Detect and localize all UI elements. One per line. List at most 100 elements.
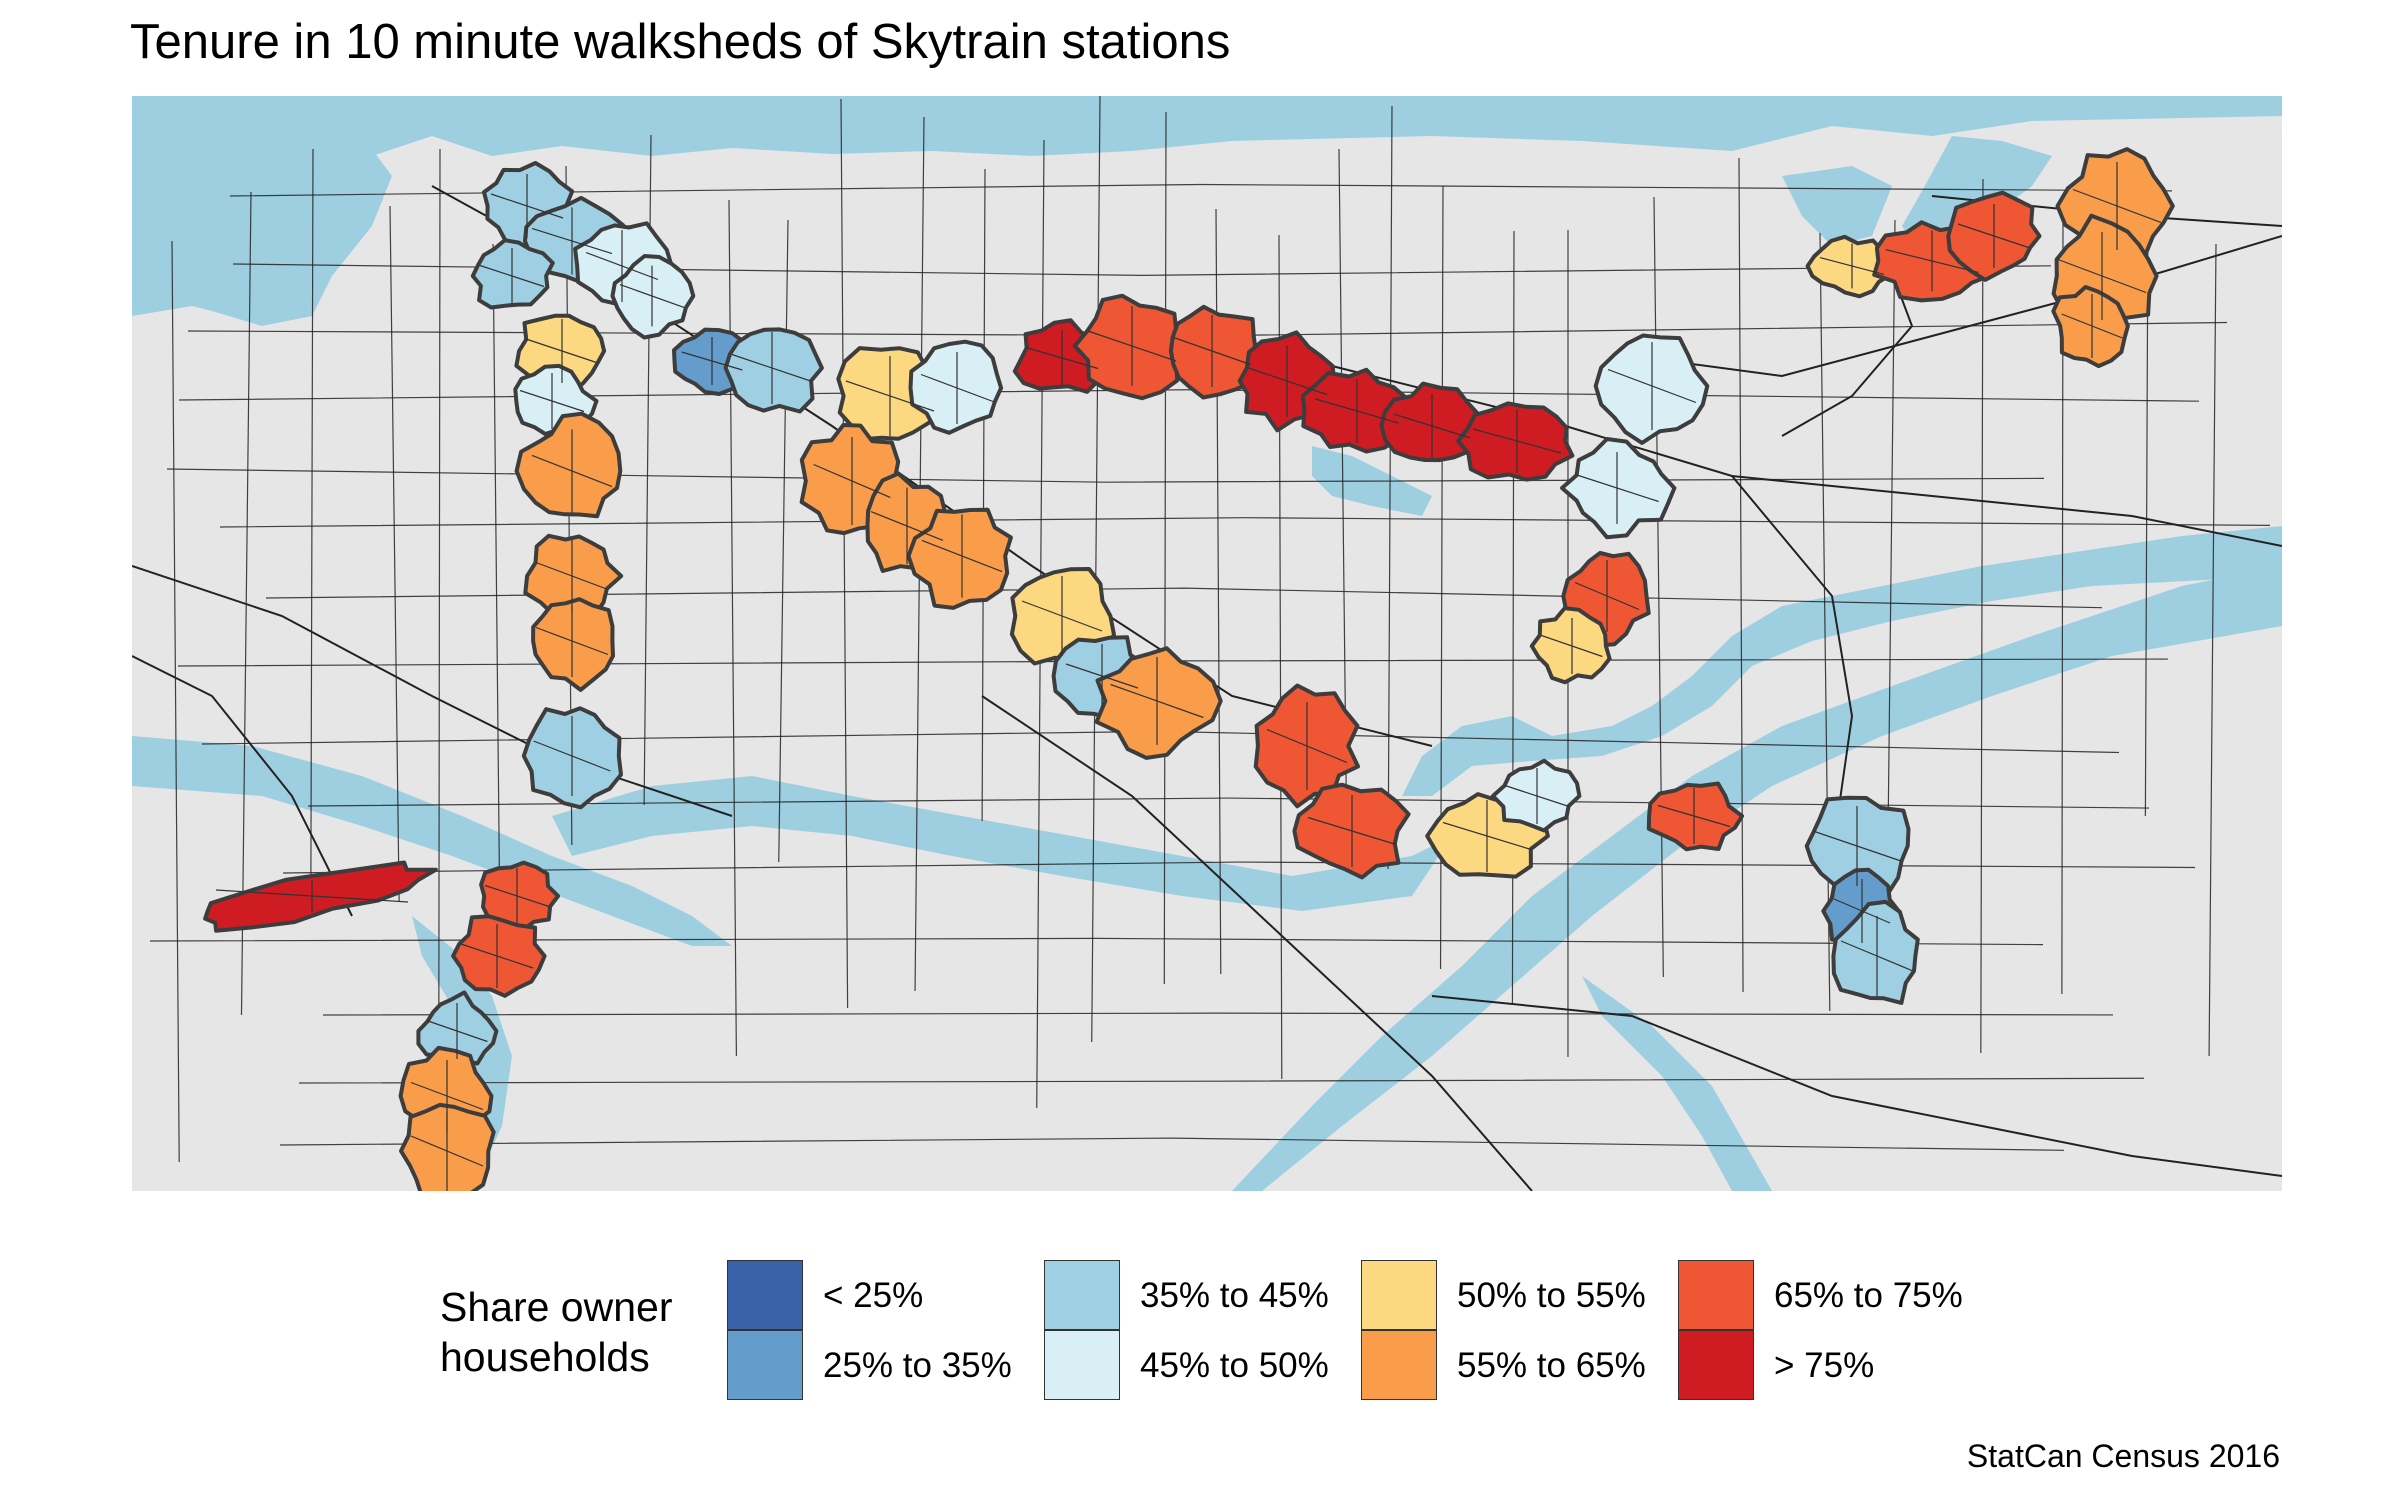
walkshed-street-47	[1819, 243, 1885, 289]
road	[728, 199, 737, 1057]
walkshed-street-6	[525, 319, 599, 383]
road	[322, 1012, 2114, 1016]
legend-key-25-35	[727, 1330, 803, 1400]
legend-label-45-50: 45% to 50%	[1140, 1346, 1329, 1385]
walkshed-street-14	[460, 924, 534, 988]
legend-label-gt75: > 75%	[1774, 1346, 1875, 1385]
walkshed-street-44	[1812, 806, 1902, 886]
walkshed-street-32	[870, 487, 944, 565]
water-body-2	[132, 96, 392, 326]
walkshed-street-22	[1025, 330, 1099, 386]
walkshed-street-1	[490, 174, 564, 238]
legend-label-25-35: 25% to 35%	[823, 1346, 1012, 1385]
walkshed-street-30	[1607, 342, 1697, 430]
map-panel[interactable]	[132, 96, 2282, 1191]
road	[1653, 196, 1664, 978]
legend-key-50-55	[1361, 1260, 1437, 1330]
walkshed-street-42	[1541, 618, 1603, 674]
road	[2208, 243, 2217, 1057]
legend-label-55-65: 55% to 65%	[1457, 1346, 1646, 1385]
water-layer	[132, 96, 2282, 1191]
road	[171, 240, 180, 1163]
walkshed-street-38	[1307, 795, 1397, 867]
walkshed-street-27	[1393, 394, 1471, 458]
walkshed-street-17	[410, 1111, 484, 1191]
walkshed-street-13	[215, 880, 409, 912]
walkshed-street-31	[813, 437, 891, 525]
legend-title-line-2: households	[440, 1334, 650, 1380]
road	[279, 1137, 2065, 1151]
walkshed-street-15	[426, 1003, 488, 1059]
legend-label-50-55: 50% to 55%	[1457, 1276, 1646, 1315]
road	[438, 148, 441, 1028]
walkshed-street-34	[1021, 576, 1103, 656]
station-walkshed-24	[1168, 304, 1258, 400]
walkshed-street-52	[2061, 294, 2123, 358]
road	[1738, 157, 1744, 993]
walkshed-street-19	[731, 332, 813, 404]
walkshed-street-45	[1833, 879, 1891, 943]
legend-key-gt75	[1678, 1330, 1754, 1400]
station-walkshed-10	[531, 597, 615, 692]
walkshed-street-50	[2072, 162, 2162, 250]
walkshed-street-12	[484, 868, 550, 924]
water-body-6	[132, 736, 732, 946]
legend-title: Share owner households	[440, 1282, 672, 1382]
station-walkshed-33	[906, 507, 1013, 610]
station-walkshed-27	[1379, 381, 1483, 463]
source-caption: StatCan Census 2016	[1966, 1438, 2280, 1474]
water-body-1	[132, 96, 2282, 316]
legend-key-55-65	[1361, 1330, 1437, 1400]
station-walkshed-3	[470, 238, 555, 310]
walkshed-street-39	[1442, 800, 1532, 872]
road	[1091, 96, 1101, 1043]
map-title: Tenure in 10 minute walksheds of Skytrai…	[130, 15, 1231, 69]
walkshed-street-35	[1065, 644, 1139, 708]
walkshed-street-11	[533, 716, 611, 796]
walkshed-street-8	[531, 429, 613, 513]
road	[298, 1077, 2145, 1084]
legend-key-45-50	[1044, 1330, 1120, 1400]
road	[492, 243, 502, 977]
road	[219, 517, 2271, 528]
walkshed-street-29	[1575, 452, 1659, 524]
legend-key-lt25	[727, 1260, 803, 1330]
walkshed-street-46	[1840, 916, 1914, 996]
walkshed-street-25	[1246, 345, 1328, 417]
walkshed-street-3	[479, 248, 545, 304]
station-walkshed-47	[1805, 234, 1894, 299]
walkshed-street-4	[585, 230, 659, 302]
walkshed-street-28	[1472, 409, 1562, 473]
walkshed-street-20	[845, 356, 935, 436]
legend-key-65-75	[1678, 1260, 1754, 1330]
walkshed-street-26	[1315, 379, 1399, 443]
walkshed-street-23	[1087, 306, 1177, 386]
road	[778, 219, 789, 863]
station-walkshed-8	[514, 411, 623, 519]
water-body-5	[1402, 526, 2282, 796]
road	[166, 468, 2045, 483]
legend-key-35-45	[1044, 1260, 1120, 1330]
walkshed-street-2	[531, 207, 613, 275]
water-body-7	[552, 776, 1452, 911]
walkshed-street-43	[1657, 788, 1731, 844]
walkshed-street-51	[2057, 232, 2147, 320]
highway	[1731, 475, 1854, 857]
walkshed-street-37	[1266, 702, 1348, 790]
station-walkshed-46	[1831, 899, 1920, 1005]
walkshed-street-48	[1885, 230, 1979, 292]
legend-label-lt25: < 25%	[823, 1276, 924, 1315]
road	[389, 205, 400, 902]
road	[981, 168, 986, 822]
water-body-3	[1902, 136, 2052, 256]
walkshed-street-24	[1173, 315, 1251, 387]
road	[1511, 230, 1515, 1005]
highway	[981, 695, 1533, 1191]
water-body-9	[1582, 976, 1772, 1191]
walkshed-street-41	[1574, 560, 1640, 632]
walkshed-street-21	[920, 352, 994, 424]
station-walkshed-52	[2051, 285, 2130, 369]
walkshed-street-40	[1504, 768, 1570, 824]
road	[1980, 178, 1984, 1054]
legend-label-35-45: 35% to 45%	[1140, 1276, 1329, 1315]
